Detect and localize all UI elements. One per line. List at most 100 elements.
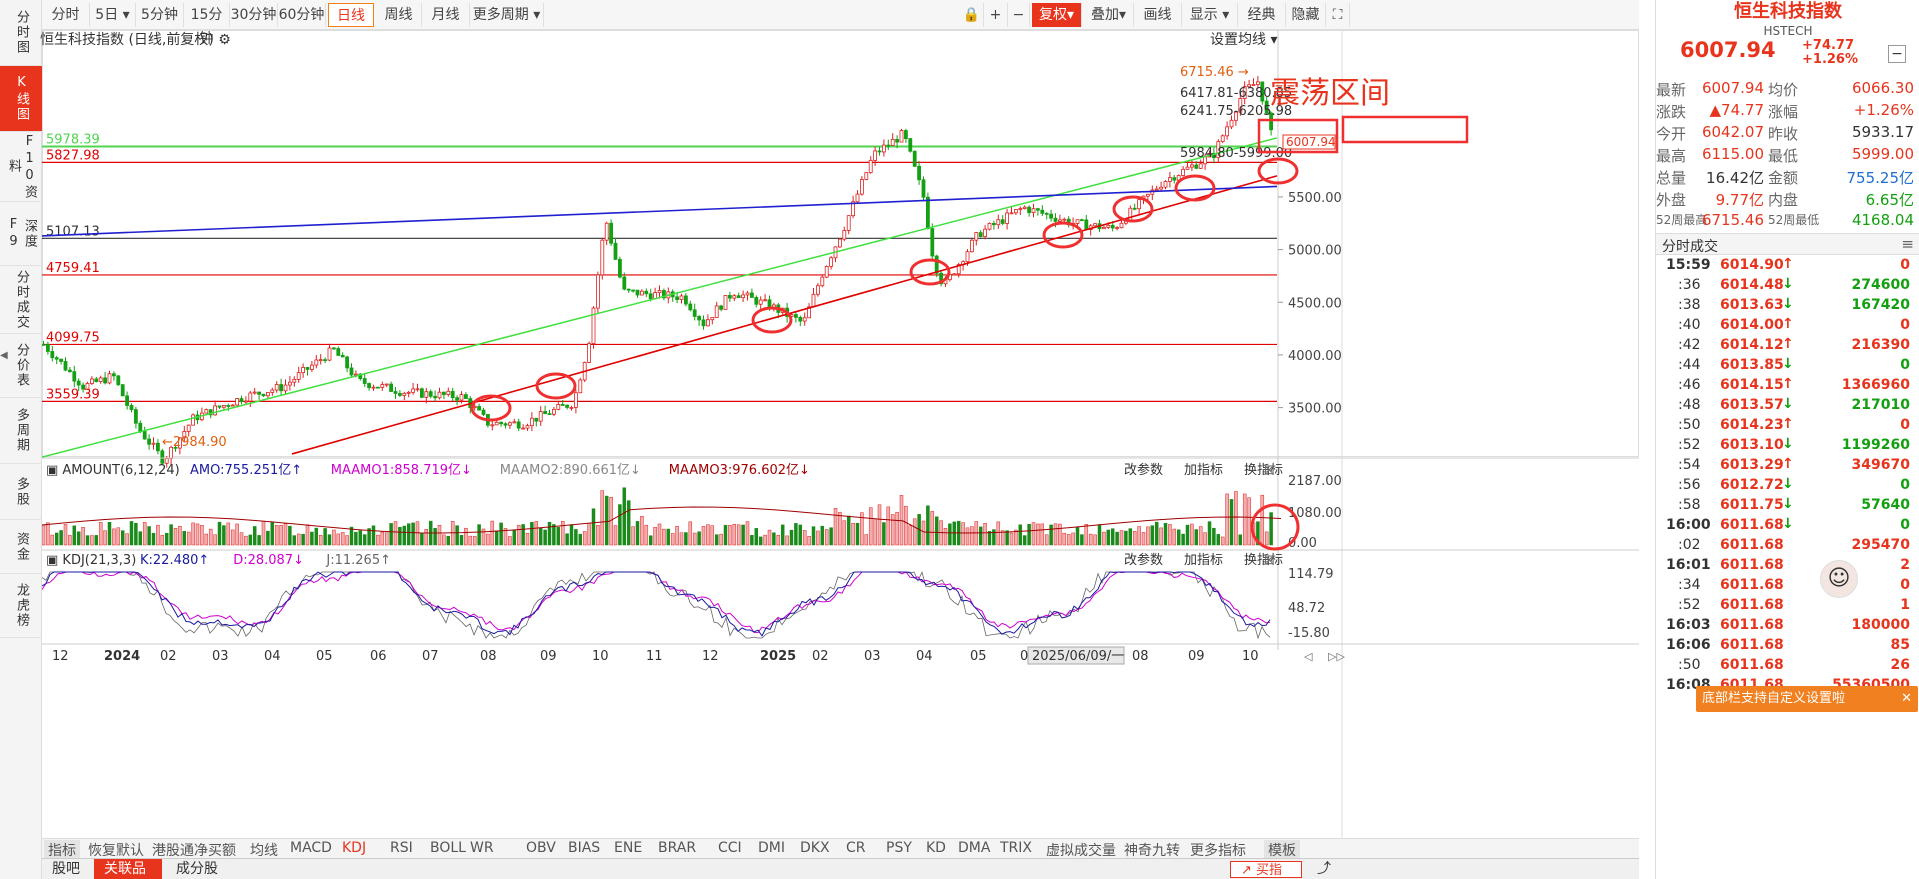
indicator-tab-6[interactable]: RSI — [390, 840, 413, 856]
candle — [389, 383, 394, 392]
candles — [41, 76, 1273, 468]
indicator-tab-16[interactable]: CR — [846, 840, 866, 856]
volume-bar — [169, 524, 173, 546]
x-tick: 08 — [480, 649, 497, 664]
period-15min[interactable]: 15分钟 — [184, 3, 230, 47]
indicator-tab-4[interactable]: MACD — [290, 840, 332, 856]
left-nav-item-8[interactable]: 资金 — [0, 520, 42, 574]
left-arrow-icon[interactable]: ◀ — [0, 350, 8, 361]
indicator-tab-8[interactable]: WR — [470, 840, 494, 856]
indicator-tab-17[interactable]: PSY — [886, 840, 912, 856]
volume-bar — [732, 523, 737, 546]
period-5day[interactable]: 5日 ▾ — [90, 3, 136, 27]
tab-related[interactable]: 关联品种 — [94, 859, 162, 879]
ma-settings-button[interactable]: 设置均线 ▾ — [1210, 32, 1278, 48]
period-weekly[interactable]: 周线 — [376, 3, 422, 27]
indicator-tab-15[interactable]: DKX — [800, 840, 830, 856]
left-nav-item-0[interactable]: 分时图 — [0, 0, 42, 66]
display-button[interactable]: 显示 ▾ — [1182, 3, 1238, 27]
candle — [890, 138, 895, 146]
left-nav-item-5[interactable]: 分价表 — [0, 334, 42, 398]
left-nav-item-7[interactable]: 多股 — [0, 464, 42, 520]
left-nav-item-3[interactable]: 深度F9 — [0, 202, 42, 266]
candle — [904, 130, 908, 140]
indicator-tab-11[interactable]: ENE — [614, 840, 643, 856]
indicator-tab-13[interactable]: CCI — [718, 840, 742, 856]
indicator-tab-5[interactable]: KDJ — [342, 840, 367, 856]
export-icon[interactable]: ⤴ — [1317, 861, 1331, 877]
indicator-tab-7[interactable]: BOLL — [430, 840, 466, 856]
candle — [72, 371, 77, 382]
trade-row: 15:59 6014.90 ↑ 0 — [1656, 256, 1919, 276]
indicator-tab-20[interactable]: TRIX — [1000, 840, 1032, 856]
zoom-in-icon[interactable]: + — [984, 3, 1008, 27]
candle — [1247, 84, 1251, 88]
candle — [978, 232, 983, 238]
indicator-tab-9[interactable]: OBV — [526, 840, 556, 856]
period-daily[interactable]: 日线 — [328, 3, 374, 27]
tab-constituents[interactable]: 成分股 — [176, 861, 218, 877]
overlay-button[interactable]: 叠加▾ — [1084, 3, 1134, 27]
indicator-tab-24[interactable]: 模板 — [1264, 840, 1300, 860]
adjust-button[interactable]: 复权▾ — [1032, 3, 1082, 27]
close-icon[interactable]: ✕ — [1901, 691, 1912, 706]
candle — [565, 404, 569, 408]
candle — [868, 159, 873, 174]
volume-bar — [640, 516, 644, 546]
left-nav-item-1[interactable]: K线图 — [0, 66, 42, 132]
volume-bar — [103, 530, 107, 546]
candle — [107, 373, 112, 384]
detail-icon[interactable]: ≡ — [1901, 235, 1914, 253]
candle — [1031, 208, 1036, 214]
period-5min[interactable]: 5分钟 — [136, 3, 184, 27]
candle — [63, 361, 68, 371]
volume-bar — [1040, 523, 1045, 546]
draw-line-button[interactable]: 画线 — [1134, 3, 1182, 27]
lock-icon[interactable]: 🔒 — [960, 3, 984, 27]
indicator-tab-19[interactable]: DMA — [958, 840, 991, 856]
left-nav-item-4[interactable]: 分时成交 — [0, 266, 42, 334]
indicator-tab-1[interactable]: 恢复默认 — [88, 843, 144, 859]
volume-bar — [402, 525, 407, 546]
indicator-tab-18[interactable]: KD — [926, 840, 946, 856]
tip-popup[interactable]: 底部栏支持自定义设置啦 ✕ — [1696, 686, 1918, 712]
candle — [1049, 213, 1053, 219]
quote-value: 755.25亿 — [1846, 169, 1915, 187]
assistant-avatar-icon[interactable]: ☺ — [1820, 560, 1858, 598]
collapse-icon[interactable]: − — [1888, 45, 1906, 63]
indicator-tab-2[interactable]: 港股通净买额 — [152, 843, 236, 859]
candle — [1256, 81, 1260, 85]
indicator-tab-0[interactable]: 指标 — [44, 840, 80, 860]
indicator-tab-14[interactable]: DMI — [758, 840, 785, 856]
hide-button[interactable]: 隐藏 — [1286, 3, 1326, 27]
settings-icon[interactable]: ⚙ — [218, 32, 231, 48]
classic-button[interactable]: 经典 — [1238, 3, 1286, 27]
trade-volume: 216390 — [1851, 337, 1910, 353]
trade-row: :44 6013.85 ↓ 0 — [1656, 356, 1919, 376]
candle — [59, 358, 64, 362]
period-monthly[interactable]: 月线 — [422, 3, 470, 27]
period-30min[interactable]: 30分钟 — [230, 3, 278, 27]
fullscreen-icon[interactable]: ⛶ — [1326, 3, 1350, 27]
indicator-tab-23[interactable]: 更多指标 — [1190, 843, 1246, 859]
trades-list[interactable]: 15:59 6014.90 ↑ 0:36 6014.48 ↓ 274600:38 6013.6… — [1656, 256, 1919, 879]
trade-price: 6014.23 — [1720, 417, 1784, 433]
left-nav-item-2[interactable]: F10资料 — [0, 132, 42, 202]
period-intraday[interactable]: 分时 — [42, 3, 90, 27]
period-more[interactable]: 更多周期 ▾ — [470, 3, 544, 27]
volume-bar — [855, 522, 860, 546]
left-nav-item-9[interactable]: 龙虎榜 — [0, 574, 42, 638]
kline-chart-area[interactable]: 5500.00 5000.00 4500.00 4000.00 3500.00 5978.… — [41, 30, 1639, 838]
buy-index-button[interactable]: ↗ 买指数 — [1230, 861, 1302, 878]
volume-bar — [1071, 532, 1075, 546]
indicator-tab-12[interactable]: BRAR — [658, 840, 697, 856]
indicator-tab-21[interactable]: 虚拟成交量 — [1046, 843, 1116, 859]
tab-forum[interactable]: 股吧 — [52, 861, 80, 877]
indicator-tab-22[interactable]: 神奇九转 — [1124, 843, 1180, 859]
left-nav-item-6[interactable]: 多周期 — [0, 398, 42, 464]
volume-bar — [772, 532, 776, 546]
indicator-tab-10[interactable]: BIAS — [568, 840, 601, 856]
indicator-tab-3[interactable]: 均线 — [250, 843, 278, 859]
zoom-out-icon[interactable]: − — [1008, 3, 1030, 27]
period-60min[interactable]: 60分钟 — [278, 3, 326, 27]
